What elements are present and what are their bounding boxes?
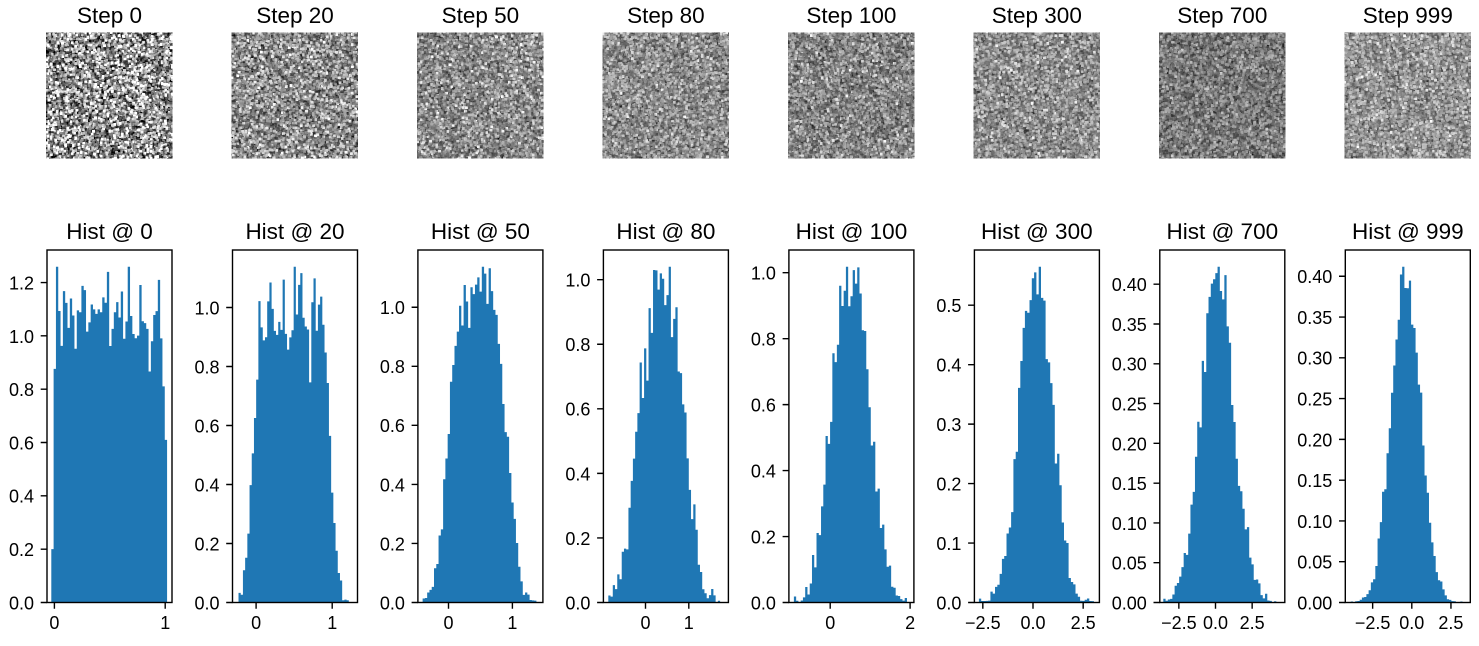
svg-text:Step 80: Step 80: [627, 3, 705, 28]
svg-text:0.8: 0.8: [751, 330, 776, 350]
svg-text:0.2: 0.2: [194, 534, 219, 554]
svg-text:0.0: 0.0: [565, 593, 590, 613]
svg-text:0.4: 0.4: [380, 475, 405, 495]
svg-text:−2.5: −2.5: [1355, 613, 1391, 633]
svg-text:0.8: 0.8: [380, 357, 405, 377]
svg-text:0.05: 0.05: [1297, 553, 1332, 573]
svg-text:0.4: 0.4: [565, 464, 590, 484]
svg-text:0.30: 0.30: [1297, 349, 1332, 369]
svg-text:0.20: 0.20: [1112, 434, 1147, 454]
svg-text:1: 1: [160, 613, 170, 633]
svg-text:Step 50: Step 50: [442, 3, 520, 28]
svg-text:0.00: 0.00: [1297, 593, 1332, 613]
svg-text:0.05: 0.05: [1112, 554, 1147, 574]
svg-text:0: 0: [825, 613, 835, 633]
svg-text:0.0: 0.0: [1399, 613, 1424, 633]
svg-text:0.35: 0.35: [1297, 308, 1332, 328]
svg-text:0.6: 0.6: [9, 433, 34, 453]
svg-text:0.6: 0.6: [194, 416, 219, 436]
svg-text:0.3: 0.3: [936, 415, 961, 435]
svg-text:0: 0: [49, 613, 59, 633]
svg-text:0.4: 0.4: [194, 475, 219, 495]
svg-text:0.0: 0.0: [1020, 613, 1045, 633]
svg-text:0.40: 0.40: [1112, 275, 1147, 295]
svg-text:0.6: 0.6: [565, 400, 590, 420]
svg-text:0.25: 0.25: [1112, 394, 1147, 414]
svg-text:0.10: 0.10: [1297, 512, 1332, 532]
svg-text:2: 2: [905, 613, 915, 633]
svg-text:0: 0: [443, 613, 453, 633]
svg-text:0.4: 0.4: [936, 356, 961, 376]
svg-text:−2.5: −2.5: [965, 613, 1001, 633]
svg-text:0.0: 0.0: [9, 593, 34, 613]
svg-text:0: 0: [251, 613, 261, 633]
svg-text:0.4: 0.4: [751, 461, 776, 481]
svg-text:Step 100: Step 100: [806, 3, 896, 28]
svg-text:0.1: 0.1: [936, 534, 961, 554]
svg-text:1.0: 1.0: [9, 327, 34, 347]
svg-text:Step 300: Step 300: [992, 3, 1082, 28]
svg-text:Hist @ 300: Hist @ 300: [981, 219, 1093, 244]
svg-text:0.2: 0.2: [565, 529, 590, 549]
svg-text:−2.5: −2.5: [1161, 613, 1197, 633]
svg-text:2.5: 2.5: [1240, 613, 1265, 633]
svg-text:1.0: 1.0: [751, 264, 776, 284]
svg-text:0.2: 0.2: [751, 527, 776, 547]
svg-text:1.0: 1.0: [194, 298, 219, 318]
svg-text:0.6: 0.6: [380, 416, 405, 436]
svg-text:2.5: 2.5: [1071, 613, 1096, 633]
svg-text:1: 1: [327, 613, 337, 633]
svg-text:0.0: 0.0: [194, 593, 219, 613]
svg-text:0.8: 0.8: [194, 357, 219, 377]
svg-text:0.10: 0.10: [1112, 514, 1147, 534]
svg-text:Hist @ 999: Hist @ 999: [1352, 219, 1464, 244]
svg-text:Hist @ 100: Hist @ 100: [796, 219, 908, 244]
svg-text:1.2: 1.2: [9, 273, 34, 293]
svg-text:0.0: 0.0: [936, 593, 961, 613]
svg-text:Step 20: Step 20: [256, 3, 334, 28]
svg-text:0.8: 0.8: [9, 380, 34, 400]
svg-text:0.20: 0.20: [1297, 430, 1332, 450]
svg-text:0.40: 0.40: [1297, 267, 1332, 287]
svg-text:0.4: 0.4: [9, 487, 34, 507]
svg-text:0.8: 0.8: [565, 335, 590, 355]
svg-text:0.30: 0.30: [1112, 355, 1147, 375]
svg-text:0: 0: [640, 613, 650, 633]
svg-text:Hist @ 20: Hist @ 20: [245, 219, 344, 244]
svg-text:0.0: 0.0: [751, 593, 776, 613]
svg-text:0.2: 0.2: [380, 534, 405, 554]
svg-text:Step 999: Step 999: [1363, 3, 1453, 28]
svg-text:0.15: 0.15: [1297, 471, 1332, 491]
svg-text:Hist @ 50: Hist @ 50: [431, 219, 530, 244]
svg-text:0.6: 0.6: [751, 396, 776, 416]
svg-text:Step 0: Step 0: [77, 3, 142, 28]
svg-text:2.5: 2.5: [1438, 613, 1463, 633]
svg-text:0.0: 0.0: [1203, 613, 1228, 633]
svg-text:Hist @ 0: Hist @ 0: [66, 219, 153, 244]
svg-text:0.0: 0.0: [380, 593, 405, 613]
svg-text:0.00: 0.00: [1112, 593, 1147, 613]
svg-text:Hist @ 80: Hist @ 80: [616, 219, 715, 244]
svg-text:1: 1: [684, 613, 694, 633]
svg-text:1.0: 1.0: [565, 271, 590, 291]
svg-text:Hist @ 700: Hist @ 700: [1166, 219, 1278, 244]
svg-text:0.2: 0.2: [936, 474, 961, 494]
svg-text:1: 1: [507, 613, 517, 633]
svg-text:Step 700: Step 700: [1177, 3, 1267, 28]
svg-text:0.25: 0.25: [1297, 389, 1332, 409]
svg-text:1.0: 1.0: [380, 298, 405, 318]
svg-text:0.5: 0.5: [936, 296, 961, 316]
svg-text:0.35: 0.35: [1112, 315, 1147, 335]
svg-text:0.2: 0.2: [9, 540, 34, 560]
svg-text:0.15: 0.15: [1112, 474, 1147, 494]
